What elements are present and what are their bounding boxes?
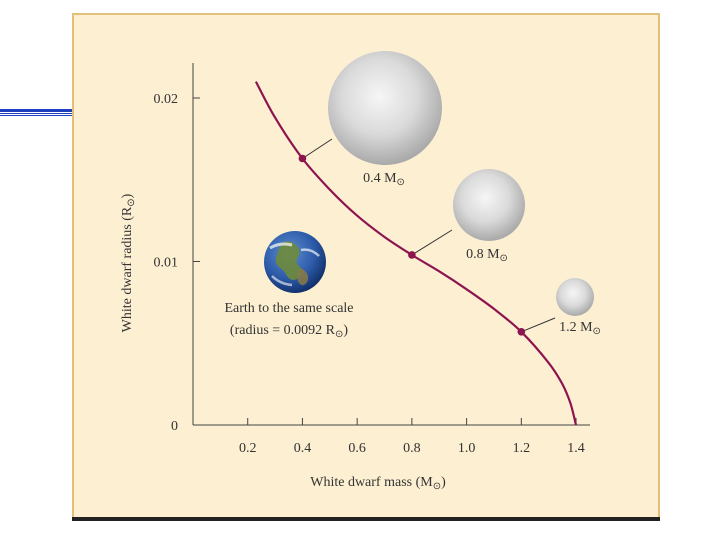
leader-line: [302, 138, 333, 159]
data-point: [298, 154, 307, 163]
figure-bottom-bar: [72, 517, 660, 521]
title-rule: [0, 109, 74, 117]
data-point: [408, 251, 416, 259]
x-tick-label: 0.4: [294, 441, 312, 456]
point-label: 0.8 M⊙: [466, 247, 508, 264]
y-tick-label: 0.01: [154, 256, 179, 271]
leader-line: [521, 317, 556, 333]
point-label: 1.2 M⊙: [559, 320, 601, 337]
leader-line: [411, 229, 453, 256]
earth-caption-line2: (radius = 0.0092 R⊙): [230, 323, 349, 340]
point-label: 0.4 M⊙: [363, 171, 405, 188]
x-tick-label: 1.4: [567, 441, 585, 456]
x-tick-label: 1.2: [513, 441, 531, 456]
y-axis-label: White dwarf radius (R⊙): [120, 193, 137, 332]
y-tick-label: 0.02: [154, 92, 179, 107]
earth-caption-line1: Earth to the same scale: [224, 301, 353, 316]
sphere-1.2: [556, 278, 594, 316]
x-tick-label: 0.8: [403, 441, 421, 456]
x-tick-label: 0.2: [239, 441, 257, 456]
x-tick-label: 0.6: [348, 441, 366, 456]
x-tick-label: 1.0: [458, 441, 476, 456]
y-tick-label: 0: [171, 419, 178, 434]
earth-image: [264, 231, 326, 293]
data-point: [517, 328, 526, 336]
mass-radius-curve: [254, 81, 578, 426]
sphere-0.8: [453, 169, 525, 241]
x-axis-label: White dwarf mass (M⊙): [310, 475, 446, 492]
sphere-0.4: [328, 51, 442, 165]
